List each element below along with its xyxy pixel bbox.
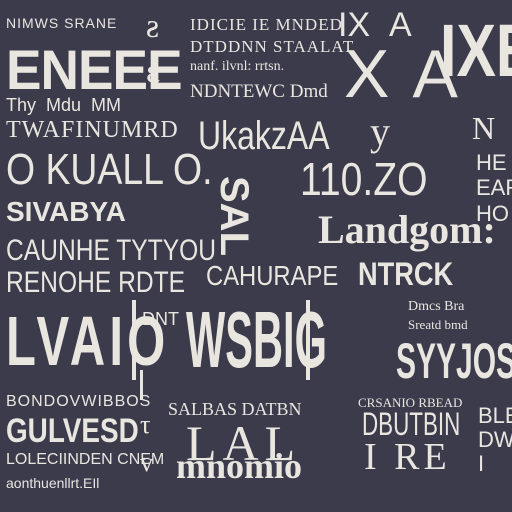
word-ntrck: NTRCK	[358, 256, 454, 292]
glyph-y: y	[370, 109, 390, 154]
word-wsbig: WSBIG	[186, 295, 327, 384]
word-110zo: 110.ZO	[300, 153, 428, 205]
lower-left-bars: LVAIO	[6, 302, 170, 380]
word-kuall: O KUALL O.	[6, 145, 213, 194]
word-mnomio: mnomio	[176, 446, 302, 486]
word-dbutbin: DBUTBIN	[362, 406, 461, 442]
word-gulvesd: GULVESD	[6, 412, 139, 450]
word-caunhe: CAUNHE TYTYOU	[6, 234, 217, 267]
right-edge-column: HEEARHO	[476, 150, 512, 226]
lower-center-small: DNT	[142, 309, 179, 329]
word-ire: I RE	[364, 436, 451, 478]
lower-left-row-4: aonthuenllrt.EIl	[6, 475, 100, 491]
glyph-v: v	[140, 448, 153, 477]
vertical-word-sal: SAL	[212, 176, 256, 256]
word-cahurape: CAHURAPE	[206, 260, 339, 291]
word-eneee: ENEEE	[6, 38, 183, 101]
accent-bar-1	[132, 300, 136, 380]
vertical-glyph-2: ε	[146, 53, 161, 90]
top-left-small-row: NIMWS SRANE	[6, 15, 118, 31]
top-mid-row-3: nanf. ilvnl: rrtsn.	[190, 59, 285, 74]
word-ixe: IXE	[440, 9, 512, 92]
lower-left-small-row: BONDOVWIBBOS	[6, 393, 152, 410]
vertical-glyph-1: ƨ	[146, 8, 160, 45]
word-syyjos: SYYJOS	[396, 333, 512, 389]
word-landgom: Landgom:	[318, 207, 496, 252]
lower-center-small-row: SALBAS DATBN	[168, 399, 302, 419]
top-mid-row-4: NDNTEWC Dmd	[190, 81, 328, 102]
lower-right-small-row-1: Dmcs Bra	[408, 299, 465, 314]
accent-bar-3	[140, 370, 143, 400]
top-mid-row-2: DTDDNN STAALAT	[190, 37, 355, 56]
accent-bar-2	[306, 300, 310, 380]
top-left-row-2: Thy Mdu MM	[6, 95, 122, 115]
lower-right-small-row-3: CRSANIO RBEAD	[358, 395, 463, 410]
word-ukakzaa: UkakzAA	[198, 114, 330, 158]
right-edge-glyph: N	[472, 110, 496, 146]
top-right-small-row: IX A	[338, 6, 412, 44]
word-sivabya: SIVABYA	[6, 196, 126, 227]
word-xa: X A	[344, 36, 462, 112]
word-renohe: RENOHE RDTE	[6, 266, 186, 299]
word-lal: LAL	[186, 415, 302, 471]
top-left-row-3: TWAFINUMRD	[6, 117, 179, 143]
lower-right-small-row-2: Sreatd bmd	[408, 317, 468, 332]
top-mid-row-1: IDICIE IE MNDED	[190, 15, 343, 34]
lower-right-column: BLEDWBI	[478, 403, 512, 477]
glyph-tau: τ	[140, 410, 151, 439]
lower-left-row-3: LOLECIINDEN CNEM	[6, 451, 165, 468]
